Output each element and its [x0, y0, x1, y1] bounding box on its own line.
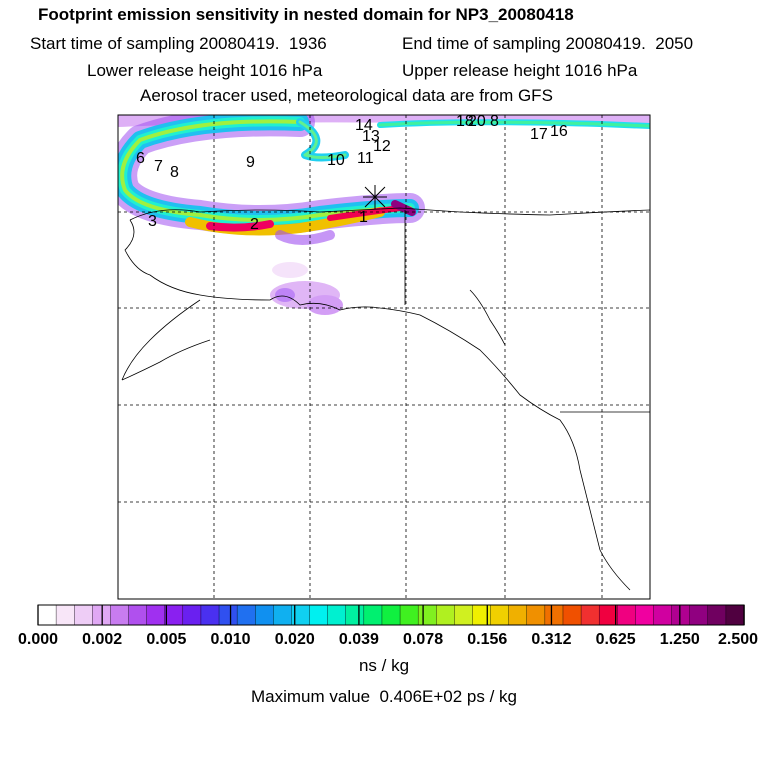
colorbar-tick-label: 0.010	[210, 631, 251, 648]
colorbar-cell	[725, 604, 745, 626]
colorbar-tick-label: 0.156	[467, 631, 508, 648]
plot-title: Footprint emission sensitivity in nested…	[38, 5, 574, 24]
colorbar-tick-label: 0.002	[82, 631, 123, 648]
colorbar-tick-label: 1.250	[659, 631, 700, 648]
colorbar-cell	[562, 604, 582, 626]
colorbar-cell	[653, 604, 673, 626]
traj-label: 3	[148, 213, 157, 230]
colorbar-cell	[580, 604, 600, 626]
colorbar-cell	[309, 604, 329, 626]
traj-label: 9	[246, 154, 255, 171]
traj-label: 17	[530, 126, 548, 143]
colorbar-cell	[707, 604, 727, 626]
plume-low-patches	[270, 262, 343, 315]
traj-label: 1	[359, 209, 368, 226]
colorbar-cell	[526, 604, 546, 626]
colorbar-tick-label: 0.312	[531, 631, 572, 648]
end-time-label: End time of sampling 20080419. 2050	[402, 34, 694, 53]
traj-label: 12	[373, 138, 391, 155]
colorbar-cell	[182, 604, 202, 626]
colorbar-cell	[417, 604, 437, 626]
colorbar-unit: ns / kg	[358, 656, 410, 675]
colorbar-cell	[381, 604, 401, 626]
colorbar-cell	[273, 604, 293, 626]
traj-label: 20	[468, 113, 486, 130]
map-content: 1 2 3 6 7 8 9 10 11 12 13 14 16 17 18 20…	[118, 113, 650, 599]
colorbar-cell	[255, 604, 275, 626]
colorbar-cell	[55, 604, 75, 626]
traj-label: 13	[362, 128, 380, 145]
colorbar-frame	[37, 604, 745, 626]
colorbar-cell	[472, 604, 492, 626]
start-time-label: Start time of sampling 20080419. 1936	[30, 34, 327, 53]
colorbar-cell	[436, 604, 456, 626]
colorbar-cell	[37, 604, 57, 626]
colorbar-cell	[164, 604, 184, 626]
colorbar-cell	[236, 604, 256, 626]
lower-height-label: Lower release height 1016 hPa	[87, 61, 323, 80]
colorbar-cell	[617, 604, 637, 626]
colorbar-cell	[544, 604, 564, 626]
map-frame	[117, 114, 651, 600]
traj-label: 2	[250, 216, 259, 233]
traj-label: 14	[355, 117, 373, 134]
coastlines	[121, 207, 650, 591]
traj-label: 16	[550, 123, 568, 140]
colorbar-cell	[74, 604, 94, 626]
graticule	[118, 115, 650, 599]
colorbar-tick-label: 0.078	[403, 631, 444, 648]
traj-label: 8	[490, 113, 499, 130]
colorbar-tick-label: 0.020	[274, 631, 315, 648]
colorbar-tick-label: 0.000	[17, 631, 59, 648]
plume-sensitivity	[118, 115, 650, 245]
traj-label: 6	[136, 150, 145, 167]
colorbar-tick-label: 0.625	[595, 631, 636, 648]
traj-label: 10	[327, 152, 345, 169]
traj-label: 8	[170, 164, 179, 181]
traj-label: 11	[357, 150, 374, 167]
colorbar-tick-label: 2.500	[717, 631, 759, 648]
tracer-label: Aerosol tracer used, meteorological data…	[140, 86, 553, 105]
colorbar-cell	[345, 604, 365, 626]
colorbar-cells	[37, 604, 745, 626]
colorbar-cell	[671, 604, 691, 626]
colorbar-cell	[128, 604, 148, 626]
maximum-value-label: Maximum value 0.406E+02 ps / kg	[251, 687, 517, 706]
colorbar-cell	[327, 604, 347, 626]
colorbar-cell	[454, 604, 474, 626]
colorbar-tick-label: 0.039	[338, 631, 379, 648]
colorbar-cell	[363, 604, 383, 626]
colorbar-cell	[200, 604, 220, 626]
upper-height-label: Upper release height 1016 hPa	[402, 61, 638, 80]
colorbar-cell	[110, 604, 130, 626]
colorbar-cell	[146, 604, 166, 626]
colorbar-cell	[490, 604, 510, 626]
colorbar-cell	[635, 604, 655, 626]
colorbar-cell	[508, 604, 528, 626]
traj-label: 7	[154, 158, 163, 175]
release-point-marker	[363, 185, 387, 209]
trajectory-labels: 1 2 3 6 7 8 9 10 11 12 13 14 16 17 18 20…	[136, 113, 568, 233]
colorbar-tick-label: 0.005	[146, 631, 187, 648]
colorbar-cell	[399, 604, 419, 626]
colorbar-cell	[218, 604, 238, 626]
colorbar-cell	[689, 604, 709, 626]
traj-label: 18	[456, 113, 474, 130]
